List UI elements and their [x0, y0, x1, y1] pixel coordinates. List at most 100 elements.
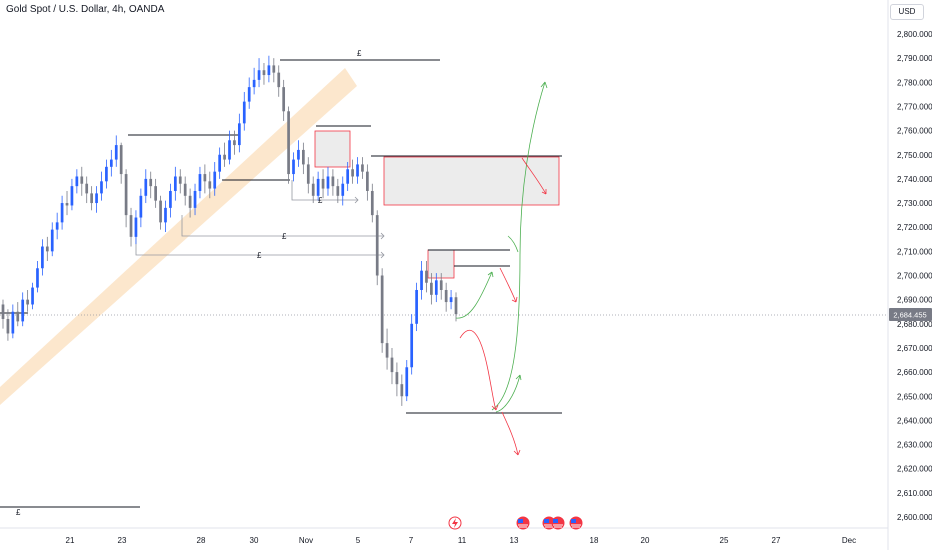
candle	[169, 184, 172, 218]
candle	[410, 314, 413, 374]
candle-body	[120, 145, 123, 174]
candle-body	[174, 176, 177, 190]
candle	[41, 239, 44, 275]
candle-body	[194, 191, 197, 208]
candle-body	[110, 160, 113, 167]
candle	[376, 210, 379, 285]
candle	[21, 292, 24, 326]
candle-body	[76, 176, 79, 186]
range-label-upper: £	[282, 232, 287, 241]
price-tick-label: 2,800.000	[897, 30, 932, 39]
candle	[391, 348, 394, 384]
candle	[154, 179, 157, 208]
candle-body	[455, 297, 458, 314]
candle-body	[164, 208, 167, 222]
candle-body	[445, 290, 448, 302]
time-axis[interactable]: 21 23 28 30 Nov 5 7 11 13 18 20 25 27 Dec	[66, 536, 857, 545]
time-tick-label: 23	[118, 536, 127, 545]
candle	[297, 140, 300, 167]
candle-body	[100, 181, 103, 193]
candle-body	[11, 312, 14, 334]
candles	[2, 56, 458, 406]
price-tick-label: 2,740.000	[897, 175, 932, 184]
candle-body	[189, 196, 192, 208]
candle	[36, 261, 39, 292]
candle	[445, 283, 448, 312]
currency-selector[interactable]: USD	[890, 4, 924, 20]
candle	[51, 222, 54, 256]
candle	[341, 176, 344, 205]
price-axis[interactable]: 2,800.000 2,790.000 2,780.000 2,770.000 2,76…	[897, 30, 932, 522]
candle-body	[268, 65, 271, 75]
candle	[164, 201, 167, 232]
price-tick-label: 2,670.000	[897, 344, 932, 353]
candle	[277, 65, 280, 96]
range-label-mid: £	[318, 196, 323, 205]
candle-body	[46, 247, 49, 252]
candle-body	[253, 80, 256, 87]
candle	[66, 191, 69, 215]
us-flag-icon[interactable]	[570, 517, 582, 529]
candle-body	[312, 184, 315, 196]
candle-body	[307, 164, 310, 183]
candle-body	[125, 174, 128, 215]
candle	[396, 362, 399, 396]
candle	[287, 106, 290, 183]
candle-body	[435, 280, 438, 294]
candle	[312, 176, 315, 203]
candle	[455, 292, 458, 321]
candle-body	[336, 186, 339, 196]
candle	[361, 157, 364, 179]
candle	[115, 135, 118, 166]
price-tick-label: 2,620.000	[897, 465, 932, 474]
candle	[386, 329, 389, 370]
candle	[450, 290, 453, 309]
candle-body	[361, 164, 364, 171]
event-icons[interactable]	[449, 517, 582, 529]
candle-body	[302, 150, 305, 164]
candle-body	[223, 155, 226, 160]
candle	[184, 176, 187, 205]
candle	[31, 283, 34, 310]
candle-body	[130, 215, 133, 237]
chart-title: Gold Spot / U.S. Dollar, 4h, OANDA	[6, 4, 164, 15]
lightning-event-icon[interactable]	[449, 517, 461, 529]
candle-body	[450, 297, 453, 302]
candle	[302, 143, 305, 174]
candle	[204, 164, 207, 193]
candle	[71, 179, 74, 210]
price-tick-label: 2,780.000	[897, 78, 932, 87]
us-flag-icon[interactable]	[517, 517, 529, 529]
price-tick-label: 2,680.000	[897, 320, 932, 329]
time-tick-label: 11	[458, 536, 467, 545]
candle-body	[36, 268, 39, 287]
price-tick-label: 2,760.000	[897, 127, 932, 136]
candle-body	[282, 87, 285, 111]
candle	[174, 167, 177, 201]
time-tick-label: 20	[641, 536, 650, 545]
candle-body	[371, 191, 374, 215]
supply-zone-large	[384, 157, 559, 205]
candle-body	[159, 201, 162, 223]
candle	[56, 213, 59, 240]
candle-body	[400, 384, 403, 396]
candle	[263, 63, 266, 85]
current-price-tag: 2,684.455	[889, 308, 932, 321]
time-tick-label: 5	[356, 536, 361, 545]
candle-body	[440, 280, 443, 290]
time-tick-label: Nov	[299, 536, 313, 545]
candle	[95, 186, 98, 213]
candle	[282, 80, 285, 121]
us-flag-icon[interactable]	[552, 517, 564, 529]
candle-body	[396, 372, 399, 384]
candle	[159, 196, 162, 230]
candle-body	[287, 111, 290, 174]
time-tick-label: 7	[409, 536, 414, 545]
candle-body	[51, 230, 54, 252]
projection-arrows	[456, 82, 547, 455]
candle-body	[41, 247, 44, 269]
candle	[223, 143, 226, 167]
range-label-lower: £	[257, 251, 262, 260]
candle-body	[272, 65, 275, 72]
